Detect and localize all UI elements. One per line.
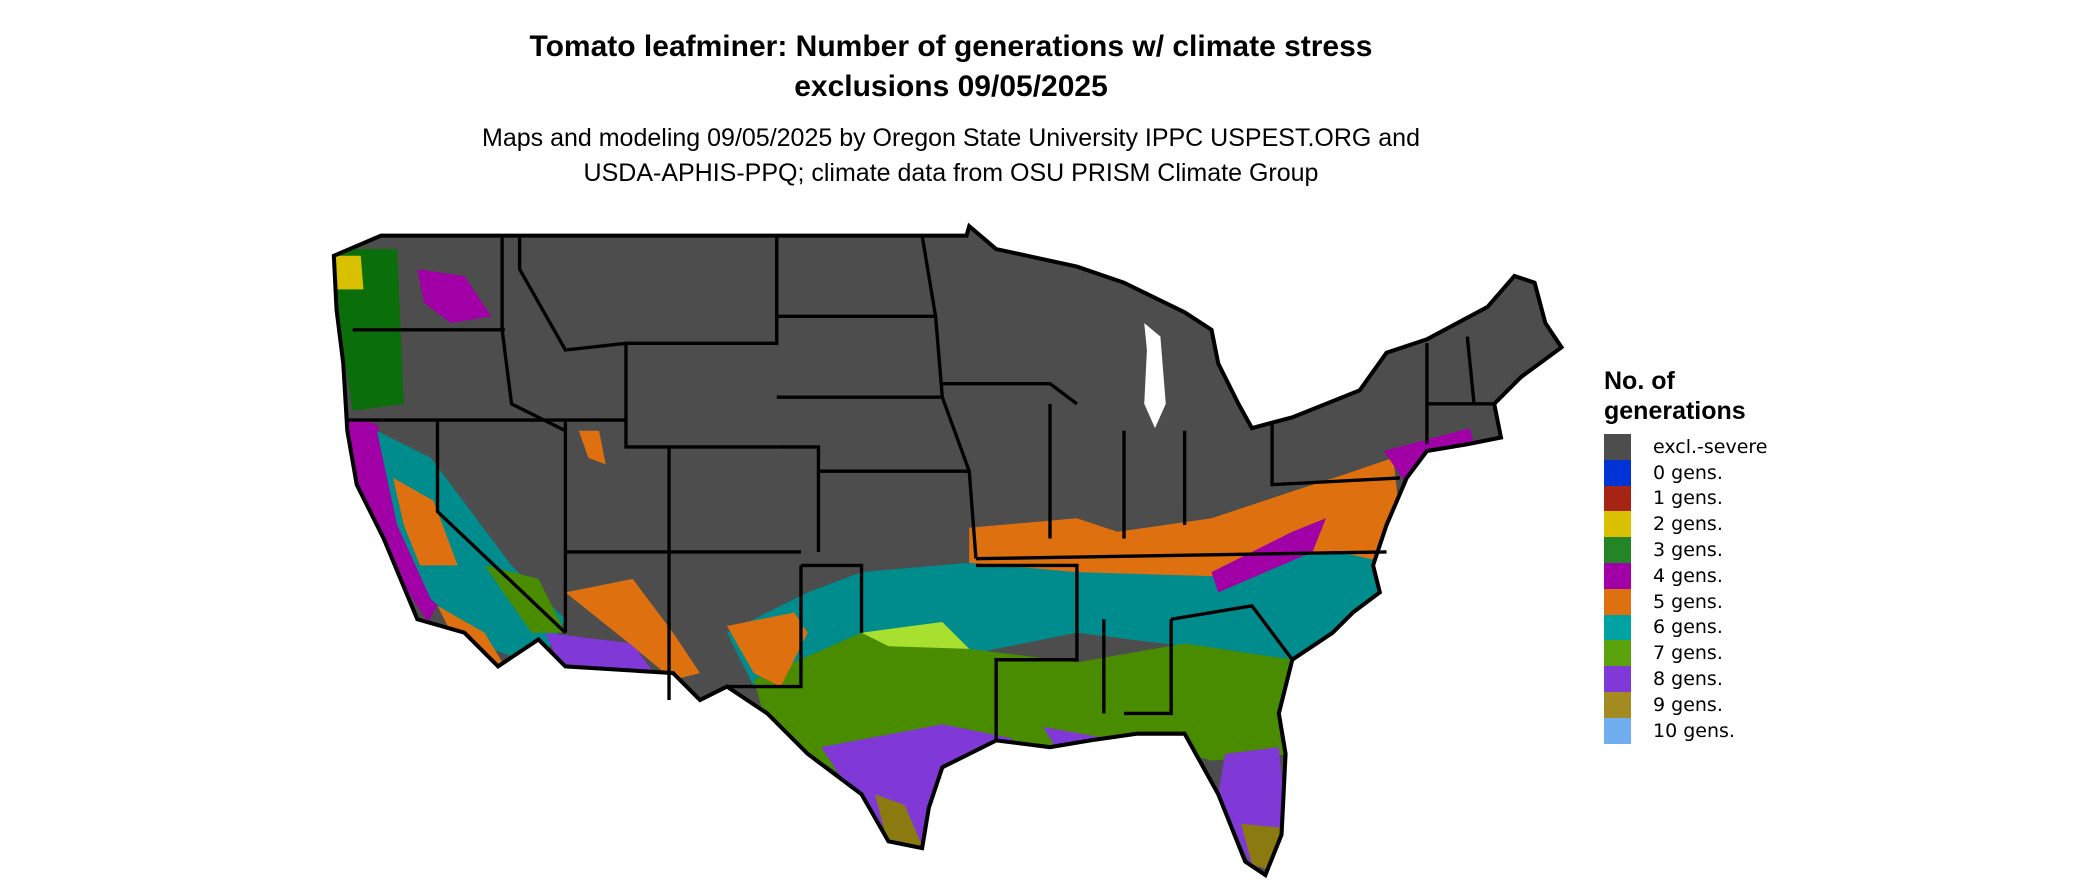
legend-swatch bbox=[1604, 691, 1631, 718]
region-5-gens-new-mexico bbox=[726, 612, 808, 687]
legend-item: 9 gens. bbox=[1604, 691, 1768, 718]
legend-item: 10 gens. bbox=[1604, 717, 1768, 744]
state-borders bbox=[347, 235, 1495, 741]
legend-title-line-1: No. of bbox=[1604, 367, 1675, 395]
region-2-gens-pnw bbox=[333, 255, 364, 290]
legend-swatch bbox=[1604, 459, 1631, 486]
legend-item: excl.-severe bbox=[1604, 434, 1768, 460]
legend-title-line-2: generations bbox=[1604, 397, 1746, 425]
legend-label: 3 gens. bbox=[1653, 539, 1723, 562]
legend-swatch bbox=[1604, 511, 1631, 538]
region-5-gens-southwest bbox=[565, 578, 700, 680]
region-8-gens-texas bbox=[821, 724, 1037, 862]
legend-swatch bbox=[1604, 434, 1631, 460]
legend: No. of generations excl.-severe 0 gens. 1 … bbox=[1604, 366, 1768, 744]
legend-items: excl.-severe 0 gens. 1 gens. 2 gens. 3 gens.… bbox=[1604, 434, 1768, 744]
legend-label: 4 gens. bbox=[1653, 564, 1723, 587]
subtitle-line-1: Maps and modeling 09/05/2025 by Oregon S… bbox=[482, 124, 1420, 152]
legend-item: 8 gens. bbox=[1604, 666, 1768, 692]
legend-label: 5 gens. bbox=[1653, 590, 1723, 613]
legend-item: 2 gens. bbox=[1604, 511, 1768, 538]
legend-item: 7 gens. bbox=[1604, 640, 1768, 667]
legend-swatch bbox=[1604, 640, 1631, 667]
region-5-gens-utah bbox=[578, 430, 606, 465]
legend-swatch bbox=[1604, 485, 1631, 512]
legend-swatch bbox=[1604, 717, 1631, 744]
title-line-1: Tomato leafminer: Number of generations … bbox=[529, 30, 1373, 63]
legend-item: 5 gens. bbox=[1604, 588, 1768, 615]
legend-label: 2 gens. bbox=[1653, 513, 1723, 536]
legend-title: No. of generations bbox=[1604, 366, 1768, 426]
map-subtitle: Maps and modeling 09/05/2025 by Oregon S… bbox=[351, 121, 1551, 191]
subtitle-line-2: USDA-APHIS-PPQ; climate data from OSU PR… bbox=[583, 159, 1319, 187]
title-line-2: exclusions 09/05/2025 bbox=[794, 70, 1108, 103]
legend-label: 8 gens. bbox=[1653, 668, 1723, 691]
legend-swatch bbox=[1604, 666, 1631, 692]
legend-swatch bbox=[1604, 537, 1631, 563]
region-5-gens-ca-south bbox=[437, 605, 505, 667]
region-7-gens-fringe bbox=[861, 621, 970, 649]
legend-item: 3 gens. bbox=[1604, 537, 1768, 563]
legend-item: 1 gens. bbox=[1604, 485, 1768, 512]
legend-label: 7 gens. bbox=[1653, 642, 1723, 665]
lake-michigan bbox=[1144, 323, 1166, 429]
legend-item: 4 gens. bbox=[1604, 562, 1768, 589]
legend-item: 6 gens. bbox=[1604, 614, 1768, 641]
legend-label: 9 gens. bbox=[1653, 693, 1723, 716]
region-6-gens-south bbox=[726, 551, 1400, 727]
region-4-gens-wa bbox=[417, 269, 492, 324]
legend-label: 1 gens. bbox=[1653, 487, 1723, 510]
legend-swatch bbox=[1604, 562, 1631, 589]
region-5-gens-ca bbox=[393, 477, 458, 566]
legend-label: 6 gens. bbox=[1653, 616, 1723, 639]
legend-swatch bbox=[1604, 588, 1631, 615]
legend-label: 0 gens. bbox=[1653, 461, 1723, 484]
map-title: Tomato leafminer: Number of generations … bbox=[351, 27, 1551, 107]
legend-item: 0 gens. bbox=[1604, 459, 1768, 486]
legend-label: 10 gens. bbox=[1653, 719, 1735, 742]
legend-label: excl.-severe bbox=[1653, 435, 1768, 458]
legend-swatch bbox=[1604, 614, 1631, 641]
